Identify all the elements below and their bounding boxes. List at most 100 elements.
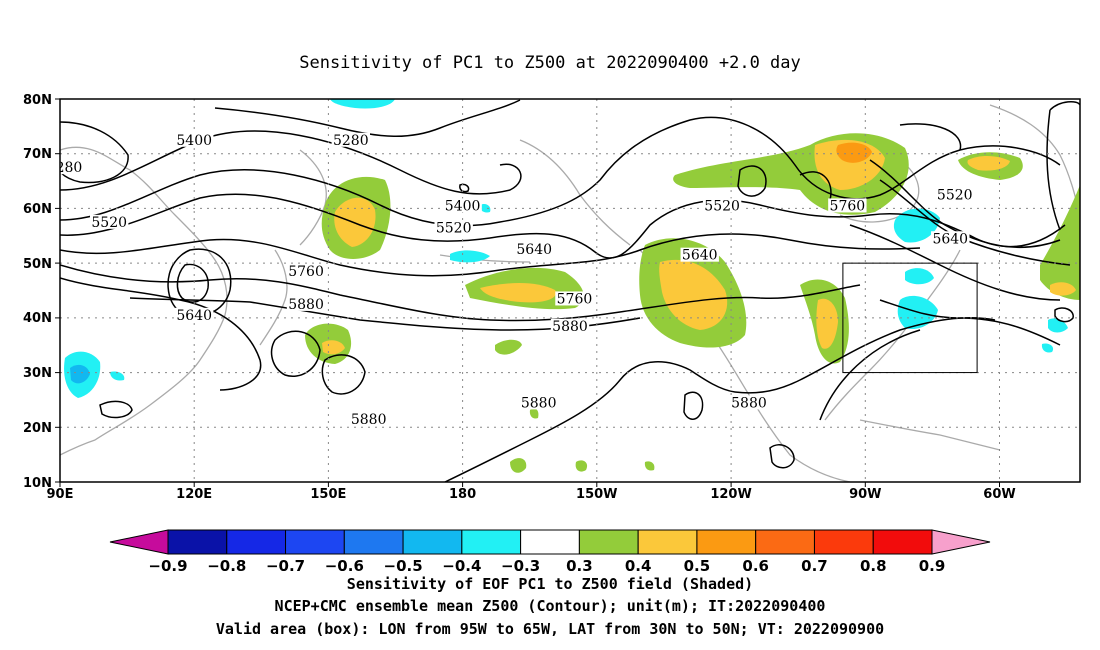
longitude-labels: 90E 120E 150E 180 150W 120W 90W 60W [47, 487, 1016, 502]
colorbar-segment [755, 529, 815, 555]
contour-label: 5760 [830, 198, 866, 214]
figure-title: Sensitivity of PC1 to Z500 at 2022090400… [299, 53, 801, 73]
contour-hudson-low [737, 165, 767, 197]
pos-atlantic-45n-core [1050, 282, 1076, 296]
colorbar-segment [872, 529, 933, 555]
pos-small-1 [495, 339, 522, 355]
pos-labrador-60n-core [967, 155, 1010, 171]
colorbar-tick-label: −0.7 [266, 557, 305, 575]
colorbar-tick-label: −0.4 [442, 557, 481, 575]
gridlines [60, 99, 1080, 482]
contour-labrador-low [899, 123, 962, 151]
pos-atlantic-45n [1040, 185, 1080, 300]
colorbar-tick-label: −0.6 [325, 557, 364, 575]
contour-south-east [99, 400, 133, 419]
contour-5880-east [879, 299, 1061, 346]
contour-5760-b [60, 277, 262, 391]
contour-label-bg [702, 198, 742, 213]
colorbar-segment [226, 529, 287, 555]
contour-label: 5880 [521, 395, 557, 411]
contour-5880-arc [819, 329, 921, 421]
lat-label: 60N [23, 202, 52, 217]
colorbar-tick-label: −0.9 [148, 557, 187, 575]
lat-label: 70N [23, 147, 52, 162]
contour-label-bg [286, 264, 326, 279]
contour-5760-east [849, 224, 1061, 301]
contour-5880-a [60, 264, 861, 322]
contour-label-bg [935, 187, 974, 202]
neg-small-1 [479, 203, 491, 213]
contour-east-trough [869, 159, 1061, 248]
contour-label: 5520 [436, 220, 472, 236]
coast-japan [259, 249, 288, 346]
contour-label: 5760 [288, 264, 324, 280]
lat-label: 20N [23, 421, 52, 436]
neg-small-3 [1041, 343, 1054, 353]
contour-5520-a [60, 116, 1061, 227]
contour-small-1 [683, 391, 704, 420]
contour-5760-a [60, 233, 921, 277]
pos-small-5 [529, 408, 539, 419]
contour-small-4 [459, 183, 470, 193]
contour-east-low [1046, 100, 1080, 231]
pos-subtropic-35n-core [322, 340, 345, 355]
pos-north-pacific-42n-core [480, 283, 556, 303]
contour-label-bg [60, 160, 84, 175]
contour-label-bg [90, 214, 129, 229]
contour-5280 [214, 99, 521, 137]
pos-small-2 [510, 458, 527, 473]
contour-label-bg [331, 132, 370, 147]
caption: Sensitivity of EOF PC1 to Z500 field (Sh… [216, 575, 884, 638]
contour-5880-south [444, 316, 996, 482]
contour-5280-west [60, 121, 129, 184]
latitude-labels: 80N 70N 60N 50N 40N 30N 20N 10N [23, 93, 52, 491]
contour-label: 5760 [557, 291, 593, 307]
coast-asia-east [60, 146, 228, 456]
lon-label: 60W [983, 487, 1015, 502]
contour-small-2 [769, 444, 795, 469]
neg-north-pacific-50n [450, 250, 490, 263]
pos-west-na-48n-core [659, 259, 728, 330]
contour-label-bg [519, 395, 558, 410]
colorbar-segment [637, 529, 698, 555]
contour-label-bg [434, 220, 473, 235]
lon-label: 150E [310, 487, 346, 502]
colorbar-segment [461, 529, 522, 555]
contour-label-bg [175, 307, 214, 322]
valid-area-box [842, 262, 978, 374]
contour-label: 5880 [731, 395, 767, 411]
pos-small-3 [575, 460, 588, 472]
colorbar-segment [578, 529, 639, 555]
contour-label: 5880 [288, 297, 324, 313]
colorbar-arrow-low [109, 529, 169, 555]
colorbar-tick-label: −0.5 [384, 557, 423, 575]
contour-label-bg [349, 411, 388, 426]
contour-label: 5520 [937, 187, 973, 203]
colorbar-segment [167, 529, 228, 555]
neg-hudson-55n [893, 208, 940, 243]
contour-label-bg [443, 198, 482, 213]
colorbar-tick-label: 0.3 [566, 557, 593, 575]
colorbar-tick-label: −0.3 [501, 557, 540, 575]
contour-label-bg [515, 242, 554, 257]
caption-line-2: NCEP+CMC ensemble mean Z500 (Contour); u… [275, 597, 826, 615]
contour-high-subtropic-2 [321, 354, 366, 395]
contour-high-1 [799, 171, 832, 201]
colorbar: −0.9 −0.8 −0.7 −0.6 −0.5 −0.4 −0.3 0.3 0.4 0.5 0.6… [109, 529, 991, 575]
colorbar-tick-label: 0.6 [742, 557, 769, 575]
map-frame [59, 98, 1081, 483]
contour-label: 5640 [516, 242, 552, 258]
neg-east-us-48n [905, 268, 934, 285]
contour-label: 5400 [445, 198, 481, 214]
colorbar-tick-label: −0.8 [207, 557, 246, 575]
contour-label: 5880 [552, 319, 588, 335]
lat-label: 50N [23, 257, 52, 272]
colorbar-tick-label: 0.5 [684, 557, 711, 575]
colorbar-segment [285, 529, 345, 555]
lat-label: 80N [23, 93, 52, 108]
contour-label-bg [550, 318, 590, 333]
lon-label: 180 [449, 487, 476, 502]
lon-label: 90W [849, 487, 881, 502]
pos-small-4 [644, 461, 655, 471]
